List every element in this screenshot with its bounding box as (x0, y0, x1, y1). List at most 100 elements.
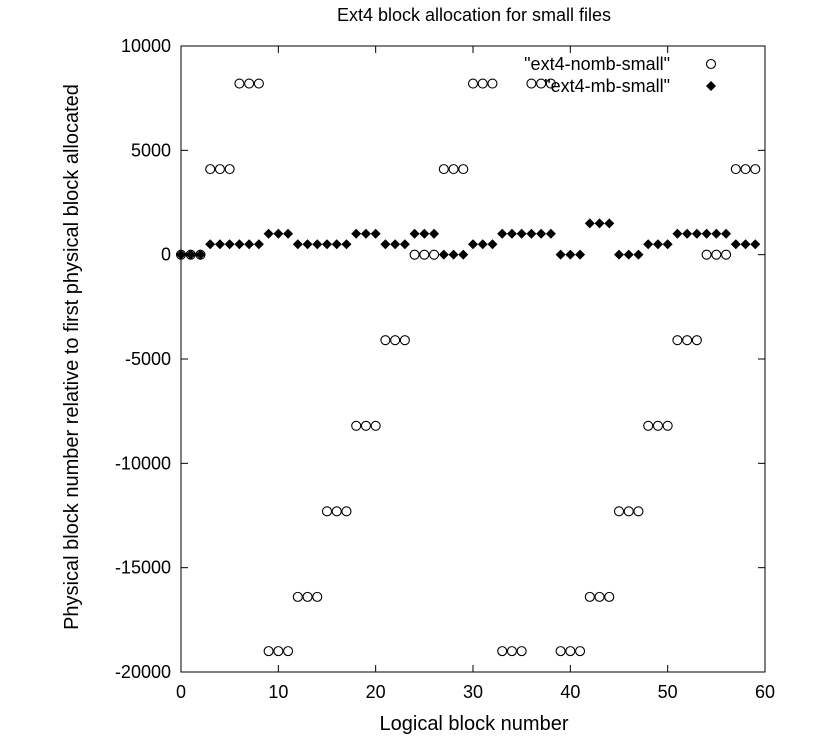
data-point-open-circle (682, 335, 693, 346)
x-tick-label: 30 (463, 682, 483, 702)
data-point-open-circle (652, 420, 663, 431)
data-point-open-circle (633, 506, 644, 517)
data-point-open-circle (458, 164, 469, 175)
data-point-filled-diamond (331, 239, 342, 250)
data-point-filled-diamond (526, 228, 537, 239)
data-point-open-circle (623, 506, 634, 517)
data-point-filled-diamond (380, 239, 391, 250)
data-point-open-circle (302, 591, 313, 602)
data-point-open-circle (341, 506, 352, 517)
data-point-filled-diamond (643, 239, 654, 250)
data-point-filled-diamond (575, 249, 586, 260)
data-point-open-circle (331, 506, 342, 517)
x-axis-ticks: 0 10 20 30 40 50 60 (176, 46, 775, 702)
y-tick-label: -5000 (125, 349, 171, 369)
data-point-filled-diamond (409, 228, 420, 239)
x-tick-label: 20 (366, 682, 386, 702)
data-point-filled-diamond (438, 249, 449, 260)
data-point-open-circle (244, 78, 255, 89)
data-point-filled-diamond (429, 228, 440, 239)
data-point-open-circle (555, 646, 566, 657)
data-point-open-circle (409, 249, 420, 260)
x-axis-label: Logical block number (380, 713, 569, 735)
data-point-filled-diamond (273, 228, 284, 239)
data-point-filled-diamond (224, 239, 235, 250)
data-point-filled-diamond (399, 239, 410, 250)
data-point-filled-diamond (555, 249, 566, 260)
data-point-open-circle (370, 420, 381, 431)
data-point-filled-diamond (701, 228, 712, 239)
legend-label-mb: "ext4-mb-small" (544, 76, 670, 96)
data-point-open-circle (662, 420, 673, 431)
x-tick-label: 10 (268, 682, 288, 702)
data-point-open-circle (351, 420, 362, 431)
y-tick-label: 0 (161, 245, 171, 265)
y-tick-label: -20000 (115, 662, 171, 682)
data-point-filled-diamond (195, 249, 206, 260)
data-point-open-circle (380, 335, 391, 346)
data-point-filled-diamond (370, 228, 381, 239)
data-point-open-circle (701, 249, 712, 260)
data-point-open-circle (214, 164, 225, 175)
data-point-open-circle (438, 164, 449, 175)
data-point-open-circle (234, 78, 245, 89)
data-point-filled-diamond (234, 239, 245, 250)
legend: "ext4-nomb-small" "ext4-mb-small" (524, 54, 717, 96)
data-point-filled-diamond (322, 239, 332, 250)
series-group (175, 78, 761, 657)
data-point-open-circle (516, 646, 527, 657)
data-point-open-circle (672, 335, 683, 346)
data-point-open-circle (292, 591, 303, 602)
data-point-filled-diamond (623, 249, 634, 260)
data-point-filled-diamond (487, 239, 498, 250)
y-tick-label: 5000 (131, 140, 171, 160)
data-point-open-circle (740, 164, 751, 175)
series-mb (176, 218, 761, 260)
data-point-filled-diamond (292, 239, 303, 250)
data-point-open-circle (467, 78, 479, 89)
data-point-filled-diamond (633, 249, 644, 260)
data-point-open-circle (283, 646, 294, 657)
data-point-filled-diamond (711, 228, 722, 239)
data-point-filled-diamond (263, 228, 274, 239)
data-point-open-circle (321, 506, 333, 517)
data-point-filled-diamond (691, 228, 702, 239)
data-point-open-circle (613, 506, 625, 517)
data-point-filled-diamond (419, 228, 430, 239)
data-point-filled-diamond (477, 239, 488, 250)
data-point-open-circle (604, 591, 615, 602)
data-point-open-circle (477, 78, 488, 89)
data-point-filled-diamond (750, 239, 761, 250)
data-point-open-circle (448, 164, 459, 175)
plot-frame (180, 45, 766, 673)
data-point-filled-diamond (536, 228, 547, 239)
data-point-filled-diamond (351, 228, 362, 239)
data-point-filled-diamond (458, 249, 469, 260)
data-point-filled-diamond (302, 239, 313, 250)
data-point-open-circle (565, 646, 576, 657)
y-tick-label: 10000 (121, 36, 171, 56)
data-point-open-circle (497, 646, 508, 657)
series-nomb (175, 78, 761, 657)
data-point-filled-diamond (506, 228, 517, 239)
data-point-filled-diamond (604, 218, 615, 229)
data-point-filled-diamond (672, 228, 683, 239)
data-point-open-circle (419, 249, 430, 260)
legend-marker-open-circle (705, 58, 717, 70)
data-point-open-circle (575, 646, 586, 657)
data-point-open-circle (312, 591, 323, 602)
data-point-filled-diamond (448, 249, 459, 260)
data-point-open-circle (429, 249, 440, 260)
data-point-filled-diamond (214, 239, 225, 250)
data-point-filled-diamond (497, 228, 508, 239)
data-point-filled-diamond (312, 239, 323, 250)
data-point-open-circle (584, 591, 595, 602)
data-point-open-circle (730, 164, 741, 175)
data-point-open-circle (526, 78, 537, 89)
data-point-open-circle (224, 164, 235, 175)
data-point-filled-diamond (205, 239, 216, 250)
data-point-open-circle (643, 420, 654, 431)
data-point-filled-diamond (721, 228, 732, 239)
data-point-filled-diamond (545, 228, 556, 239)
